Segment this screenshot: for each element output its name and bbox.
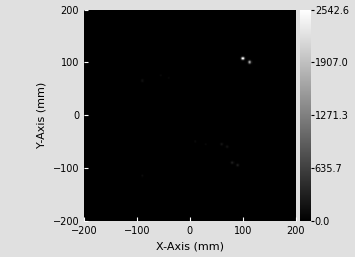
Y-axis label: Y-Axis (mm): Y-Axis (mm) — [37, 82, 47, 148]
X-axis label: X-Axis (mm): X-Axis (mm) — [156, 241, 224, 251]
